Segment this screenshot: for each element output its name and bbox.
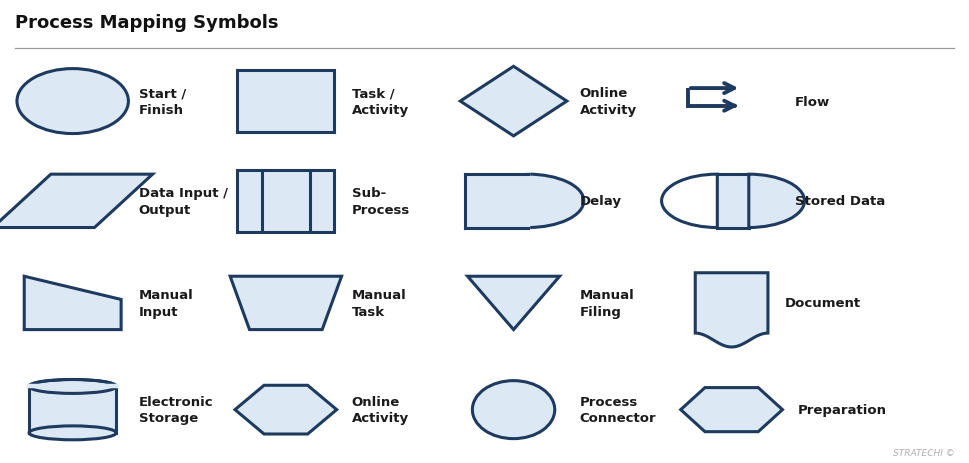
Text: Data Input /
Output: Data Input / Output xyxy=(139,187,228,216)
Text: Process
Connector: Process Connector xyxy=(579,395,656,425)
Wedge shape xyxy=(749,175,804,228)
Polygon shape xyxy=(467,277,559,330)
Wedge shape xyxy=(528,175,583,228)
Text: Manual
Input: Manual Input xyxy=(139,288,194,318)
Ellipse shape xyxy=(16,69,128,134)
Polygon shape xyxy=(230,277,341,330)
Bar xyxy=(706,175,766,228)
Polygon shape xyxy=(696,273,767,347)
Polygon shape xyxy=(0,175,153,228)
Text: Electronic
Storage: Electronic Storage xyxy=(139,395,213,425)
Text: Start /
Finish: Start / Finish xyxy=(139,87,186,117)
Text: Online
Activity: Online Activity xyxy=(352,395,409,425)
Polygon shape xyxy=(680,388,782,432)
Ellipse shape xyxy=(473,381,554,439)
Text: Preparation: Preparation xyxy=(797,403,887,416)
Text: Flow: Flow xyxy=(795,95,829,108)
Bar xyxy=(29,387,116,433)
Text: Process Mapping Symbols: Process Mapping Symbols xyxy=(15,14,278,32)
Text: STRATECHI ©: STRATECHI © xyxy=(892,449,954,457)
Text: Stored Data: Stored Data xyxy=(795,195,885,208)
Polygon shape xyxy=(460,67,567,137)
Bar xyxy=(237,170,334,232)
Bar xyxy=(465,175,528,228)
Polygon shape xyxy=(234,385,336,434)
Text: Document: Document xyxy=(785,297,861,310)
Text: Manual
Task: Manual Task xyxy=(352,288,407,318)
Bar xyxy=(237,70,334,133)
Text: Task /
Activity: Task / Activity xyxy=(352,87,409,117)
Text: Delay: Delay xyxy=(579,195,621,208)
Ellipse shape xyxy=(29,426,116,440)
Text: Manual
Filing: Manual Filing xyxy=(579,288,635,318)
Polygon shape xyxy=(24,277,121,330)
Wedge shape xyxy=(662,175,717,228)
Text: Sub-
Process: Sub- Process xyxy=(352,187,410,216)
Ellipse shape xyxy=(29,380,116,394)
Text: Online
Activity: Online Activity xyxy=(579,87,637,117)
